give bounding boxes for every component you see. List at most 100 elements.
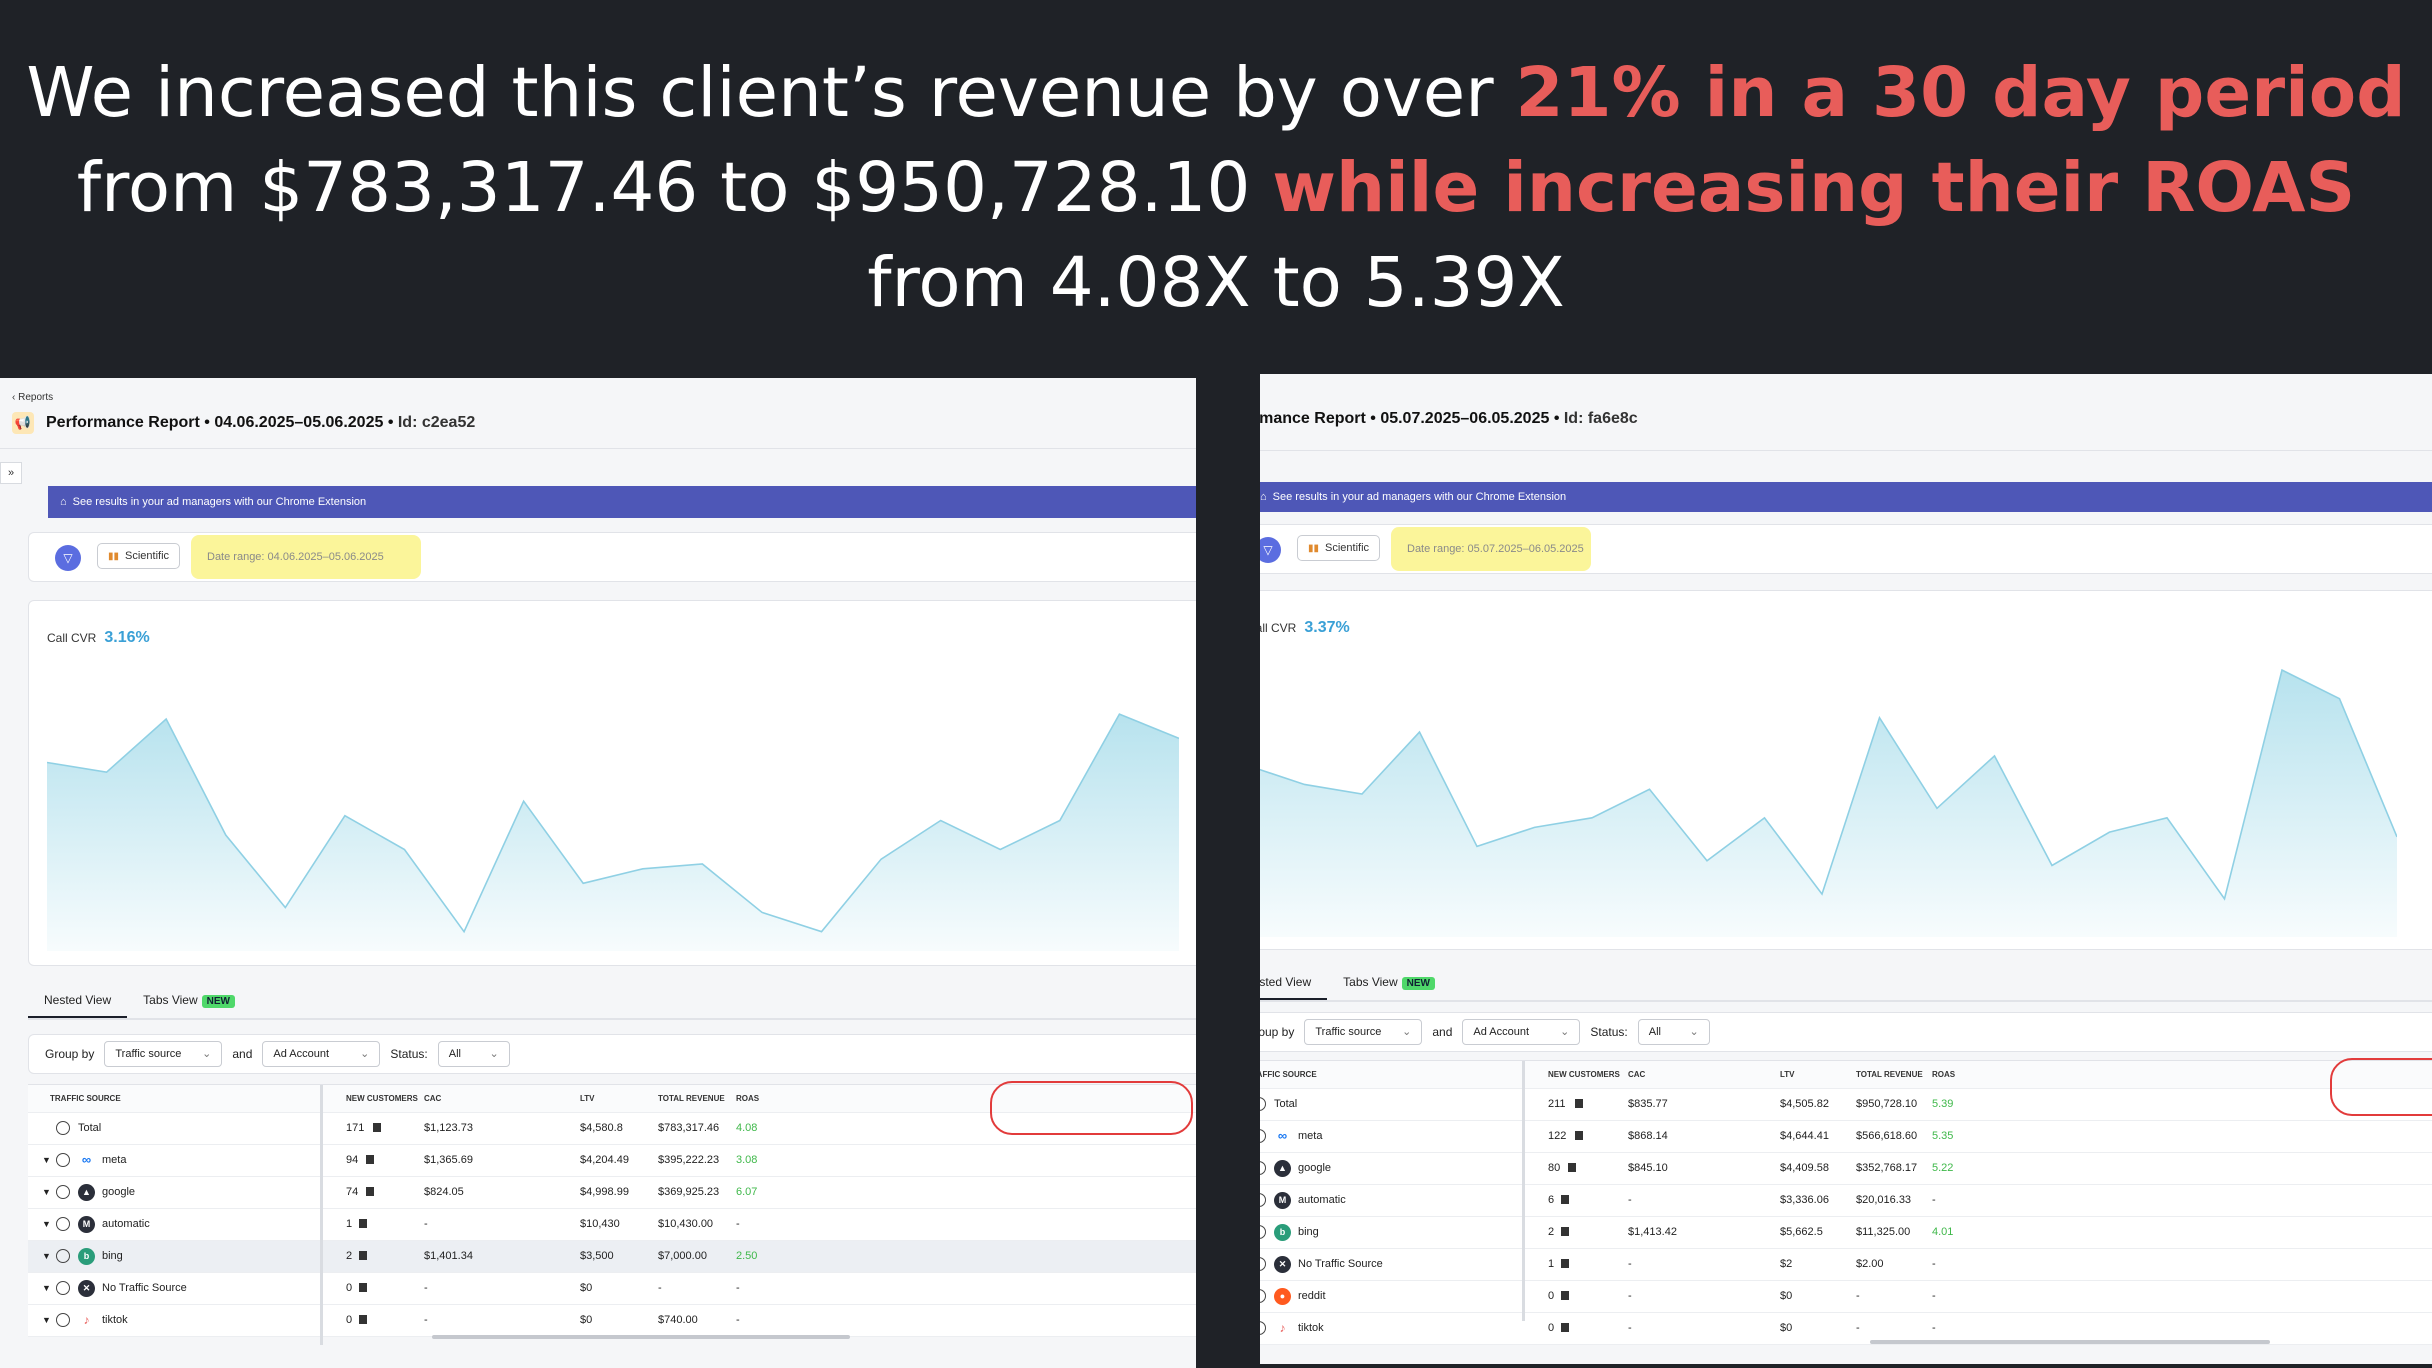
magnify-icon[interactable] — [56, 1217, 70, 1231]
scientific-button[interactable]: ▮▮ Scientific — [1297, 535, 1381, 561]
cell-roas: 5.39 — [1932, 1098, 1954, 1110]
document-icon[interactable] — [1575, 1131, 1583, 1140]
document-icon[interactable] — [1568, 1163, 1576, 1172]
group-by-select[interactable]: Traffic source ⌄ — [104, 1041, 223, 1067]
expand-caret-icon[interactable]: ▼ — [42, 1219, 51, 1229]
document-icon[interactable] — [366, 1155, 374, 1164]
table-row[interactable]: ● reddit 0 - $0 - - — [1260, 1281, 2432, 1313]
bar-chart-icon: ▮▮ — [108, 551, 120, 562]
table-row[interactable]: ▼ ♪ tiktok 0 - $0 $740.00 - — [28, 1305, 1196, 1337]
magnify-icon[interactable] — [56, 1121, 70, 1135]
column-header[interactable]: CAC — [1628, 1070, 1646, 1079]
horizontal-scrollbar[interactable] — [432, 1335, 850, 1339]
sidebar-expand-button[interactable]: » — [0, 462, 22, 484]
magnify-icon[interactable] — [56, 1153, 70, 1167]
document-icon[interactable] — [1561, 1259, 1569, 1268]
column-header[interactable]: TRAFFIC SOURCE — [50, 1094, 121, 1103]
document-icon[interactable] — [359, 1315, 367, 1324]
column-header[interactable]: LTV — [580, 1094, 595, 1103]
cell-source: No Traffic Source — [1298, 1258, 1383, 1270]
document-icon[interactable] — [1561, 1291, 1569, 1300]
magnify-icon[interactable] — [1260, 1129, 1266, 1143]
column-header[interactable]: NEW CUSTOMERS — [1548, 1070, 1620, 1079]
table-row[interactable]: ▼ ∞ meta 94 $1,365.69 $4,204.49 $395,222.23 3.0… — [28, 1145, 1196, 1177]
tab-tabs-view[interactable]: Tabs View NEW — [1327, 966, 1451, 1000]
document-icon[interactable] — [359, 1251, 367, 1260]
expand-caret-icon[interactable]: ▼ — [42, 1155, 51, 1165]
frozen-column-divider[interactable] — [1522, 1061, 1525, 1321]
document-icon[interactable] — [1561, 1323, 1569, 1332]
column-header[interactable]: ROAS — [736, 1094, 760, 1103]
table-row[interactable]: ▼ b bing 2 $1,401.34 $3,500 $7,000.00 2.50 — [28, 1241, 1196, 1273]
magnify-icon[interactable] — [1260, 1257, 1266, 1271]
document-icon[interactable] — [1561, 1195, 1569, 1204]
tab-nested-view[interactable]: Nested View — [1260, 966, 1328, 1000]
magnify-icon[interactable] — [56, 1185, 70, 1199]
cell-roas: 3.08 — [736, 1154, 758, 1166]
table-row[interactable]: ▲ google 80 $845.10 $4,409.58 $352,768.17 5.22 — [1260, 1153, 2432, 1185]
table-row[interactable]: Total 171 $1,123.73 $4,580.8 $783,317.46 4.08 — [28, 1113, 1196, 1145]
magnify-icon[interactable] — [1260, 1289, 1266, 1303]
magnify-icon[interactable] — [56, 1281, 70, 1295]
magnify-icon[interactable] — [1260, 1161, 1266, 1175]
document-icon[interactable] — [1561, 1227, 1569, 1236]
document-icon[interactable] — [1575, 1099, 1583, 1108]
table-row[interactable]: Total 211 $835.77 $4,505.82 $950,728.10 5.39 — [1260, 1089, 2432, 1121]
scientific-button[interactable]: ▮▮ Scientific — [97, 543, 181, 569]
frozen-column-divider[interactable] — [320, 1085, 323, 1345]
date-range-picker[interactable]: Date range: 04.06.2025–05.06.2025 — [191, 535, 421, 579]
expand-caret-icon[interactable]: ▼ — [42, 1251, 51, 1261]
column-header[interactable]: TOTAL REVENUE — [1856, 1070, 1923, 1079]
column-header[interactable]: ROAS — [1932, 1070, 1956, 1079]
magnify-icon[interactable] — [1260, 1097, 1266, 1111]
column-header[interactable]: LTV — [1780, 1070, 1795, 1079]
column-header[interactable]: TOTAL REVENUE — [658, 1094, 725, 1103]
document-icon[interactable] — [359, 1219, 367, 1228]
table-row[interactable]: ▼ ✕ No Traffic Source 0 - $0 - - — [28, 1273, 1196, 1305]
filter-bar: ▽ ▮▮ Scientific Date range: 04.06.2025–05… — [28, 532, 1196, 582]
magnify-icon[interactable] — [56, 1249, 70, 1263]
status-select[interactable]: All ⌄ — [437, 1041, 510, 1067]
ad-account-select[interactable]: Ad Account ⌄ — [1462, 1019, 1581, 1045]
magnify-icon[interactable] — [1260, 1193, 1266, 1207]
magnify-icon[interactable] — [1260, 1321, 1266, 1335]
expand-caret-icon[interactable]: ▼ — [42, 1315, 51, 1325]
date-range-picker[interactable]: Date range: 05.07.2025–06.05.2025 — [1391, 527, 1591, 571]
cell-ltv: $4,409.58 — [1780, 1162, 1829, 1174]
breadcrumb[interactable]: ‹ Reports — [12, 392, 54, 403]
tab-nested-view[interactable]: Nested View — [28, 984, 128, 1018]
table-row[interactable]: ✕ No Traffic Source 1 - $2 $2.00 - — [1260, 1249, 2432, 1281]
tab-tabs-view[interactable]: Tabs View NEW — [127, 984, 251, 1018]
status-select[interactable]: All ⌄ — [1637, 1019, 1710, 1045]
column-header[interactable]: CAC — [424, 1094, 442, 1103]
magnify-icon[interactable] — [1260, 1225, 1266, 1239]
cell-new: 0 — [1548, 1322, 1555, 1334]
column-header[interactable]: NEW CUSTOMERS — [346, 1094, 418, 1103]
table-row[interactable]: ▼ ▲ google 74 $824.05 $4,998.99 $369,925.23 6.0… — [28, 1177, 1196, 1209]
expand-caret-icon[interactable]: ▼ — [42, 1283, 51, 1293]
document-icon[interactable] — [373, 1123, 381, 1132]
chrome-extension-banner[interactable]: ⌂ See results in your ad managers with ou… — [48, 486, 1196, 518]
table-row[interactable]: ∞ meta 122 $868.14 $4,644.41 $566,618.60 5.35 — [1260, 1121, 2432, 1153]
cell-roas: 2.50 — [736, 1250, 758, 1262]
chrome-extension-banner[interactable]: ⌂ See results in your ad managers with ou… — [1260, 482, 2432, 512]
headline-highlight-2: while increasing their ROAS — [1272, 148, 2356, 228]
document-icon[interactable] — [359, 1283, 367, 1292]
magnify-icon[interactable] — [56, 1313, 70, 1327]
new-badge: NEW — [201, 995, 235, 1008]
meta-icon: ∞ — [1277, 1128, 1288, 1143]
expand-caret-icon[interactable]: ▼ — [42, 1187, 51, 1197]
filter-icon[interactable]: ▽ — [1260, 537, 1281, 563]
ad-account-select[interactable]: Ad Account ⌄ — [262, 1041, 381, 1067]
document-icon[interactable] — [366, 1187, 374, 1196]
horizontal-scrollbar[interactable] — [1870, 1340, 2270, 1344]
table-row[interactable]: b bing 2 $1,413.42 $5,662.5 $11,325.00 4.01 — [1260, 1217, 2432, 1249]
cell-rev: $566,618.60 — [1856, 1130, 1918, 1142]
group-by-bar: Group by Traffic source⌄ and Ad Account⌄… — [1260, 1012, 2432, 1052]
group-by-select[interactable]: Traffic source ⌄ — [1304, 1019, 1423, 1045]
column-header[interactable]: TRAFFIC SOURCE — [1260, 1070, 1317, 1079]
table-row[interactable]: ♪ tiktok 0 - $0 - - — [1260, 1313, 2432, 1345]
filter-icon[interactable]: ▽ — [55, 545, 81, 571]
